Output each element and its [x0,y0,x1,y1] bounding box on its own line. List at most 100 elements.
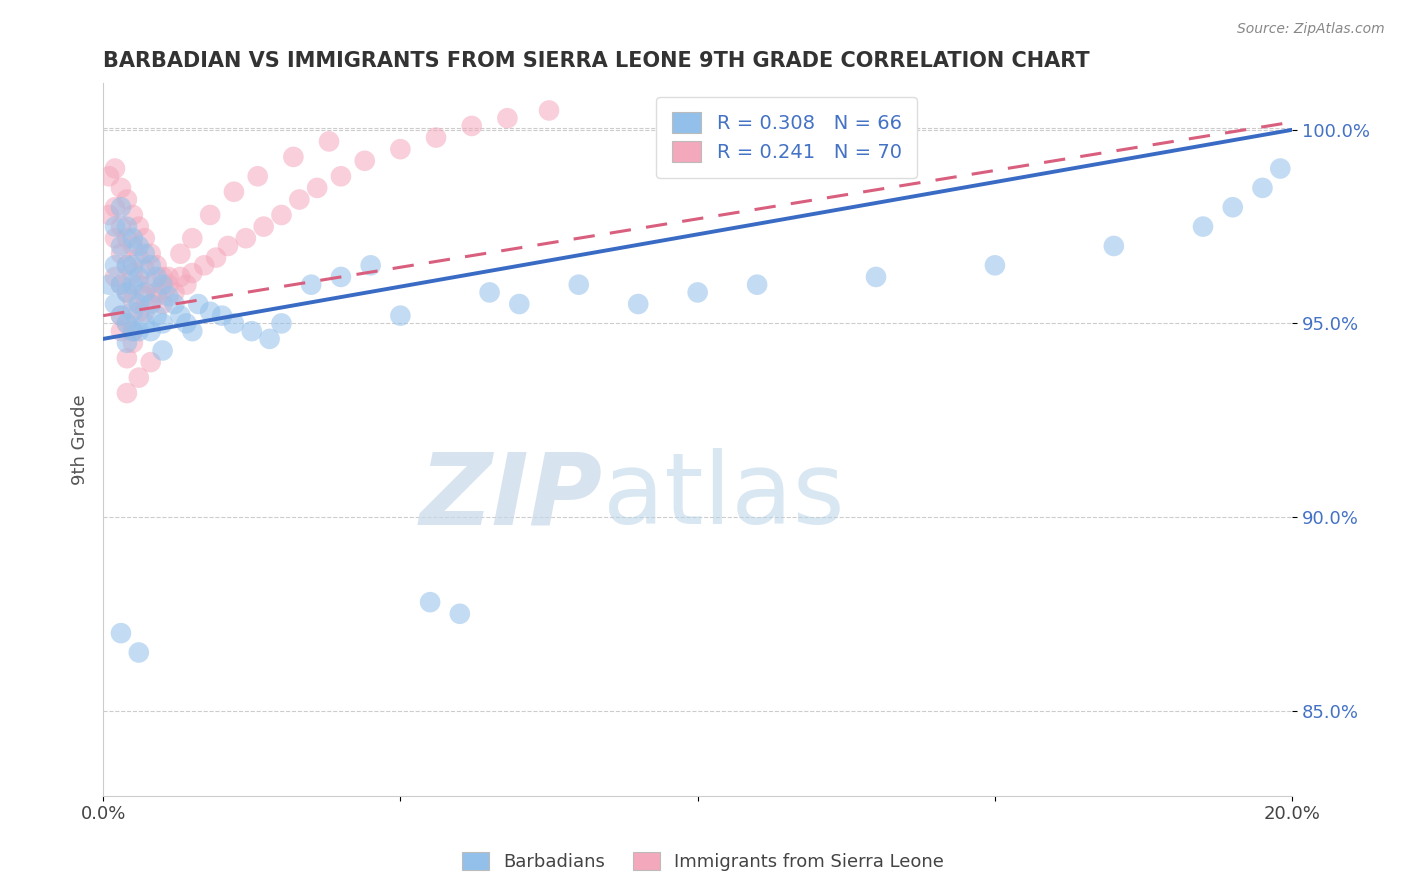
Point [329,269,352,284]
Point [110,277,132,292]
Point [176,277,198,292]
Point [198,208,221,222]
Point [115,386,138,401]
Point [270,317,292,331]
Point [121,293,143,308]
Point [187,297,209,311]
Point [128,297,150,311]
Point [235,231,257,245]
Point [121,208,143,222]
Point [139,355,162,369]
Point [110,309,132,323]
Point [508,297,530,311]
Point [98,277,121,292]
Point [152,269,174,284]
Point [110,219,132,234]
Point [128,646,150,660]
Point [145,289,167,303]
Point [115,317,138,331]
Point [110,309,132,323]
Point [211,309,233,323]
Point [389,142,412,156]
Point [139,297,162,311]
Point [176,317,198,331]
Point [222,317,245,331]
Point [307,181,329,195]
Point [145,258,167,272]
Point [115,285,138,300]
Point [253,219,276,234]
Point [128,269,150,284]
Point [134,317,156,331]
Point [115,258,138,272]
Point [329,169,352,184]
Point [104,297,127,311]
Point [865,269,887,284]
Point [121,239,143,253]
Point [1270,161,1292,176]
Point [115,231,138,245]
Point [139,246,162,260]
Point [222,185,245,199]
Point [134,305,156,319]
Text: atlas: atlas [603,448,844,545]
Point [134,285,156,300]
Point [157,277,180,292]
Point [104,258,127,272]
Point [152,297,174,311]
Point [181,266,204,280]
Point [139,258,162,272]
Point [134,289,156,303]
Point [104,161,127,176]
Point [152,317,174,331]
Point [98,208,121,222]
Point [128,251,150,265]
Point [169,269,191,284]
Point [217,239,239,253]
Point [121,266,143,280]
Point [568,277,591,292]
Point [104,200,127,214]
Point [115,285,138,300]
Text: BARBADIAN VS IMMIGRANTS FROM SIERRA LEONE 9TH GRADE CORRELATION CHART: BARBADIAN VS IMMIGRANTS FROM SIERRA LEON… [103,51,1090,70]
Point [121,335,143,350]
Point [139,324,162,338]
Point [134,231,156,245]
Legend: Barbadians, Immigrants from Sierra Leone: Barbadians, Immigrants from Sierra Leone [454,845,952,879]
Point [627,297,650,311]
Point [419,595,441,609]
Point [110,246,132,260]
Point [193,258,215,272]
Point [115,219,138,234]
Point [145,309,167,323]
Point [318,135,340,149]
Point [537,103,560,118]
Point [283,150,305,164]
Point [745,277,768,292]
Point [104,231,127,245]
Point [110,239,132,253]
Point [115,335,138,350]
Point [115,351,138,366]
Point [134,262,156,277]
Point [134,246,156,260]
Point [198,305,221,319]
Point [478,285,501,300]
Point [360,258,382,272]
Point [449,607,471,621]
Point [115,317,138,331]
Point [288,193,311,207]
Point [205,251,228,265]
Point [152,277,174,292]
Point [299,277,322,292]
Point [139,277,162,292]
Point [128,305,150,319]
Point [110,181,132,195]
Legend: R = 0.308   N = 66, R = 0.241   N = 70: R = 0.308 N = 66, R = 0.241 N = 70 [657,96,917,178]
Point [353,153,375,168]
Text: Source: ZipAtlas.com: Source: ZipAtlas.com [1237,22,1385,37]
Point [984,258,1007,272]
Y-axis label: 9th Grade: 9th Grade [72,394,89,485]
Point [104,269,127,284]
Point [1192,219,1215,234]
